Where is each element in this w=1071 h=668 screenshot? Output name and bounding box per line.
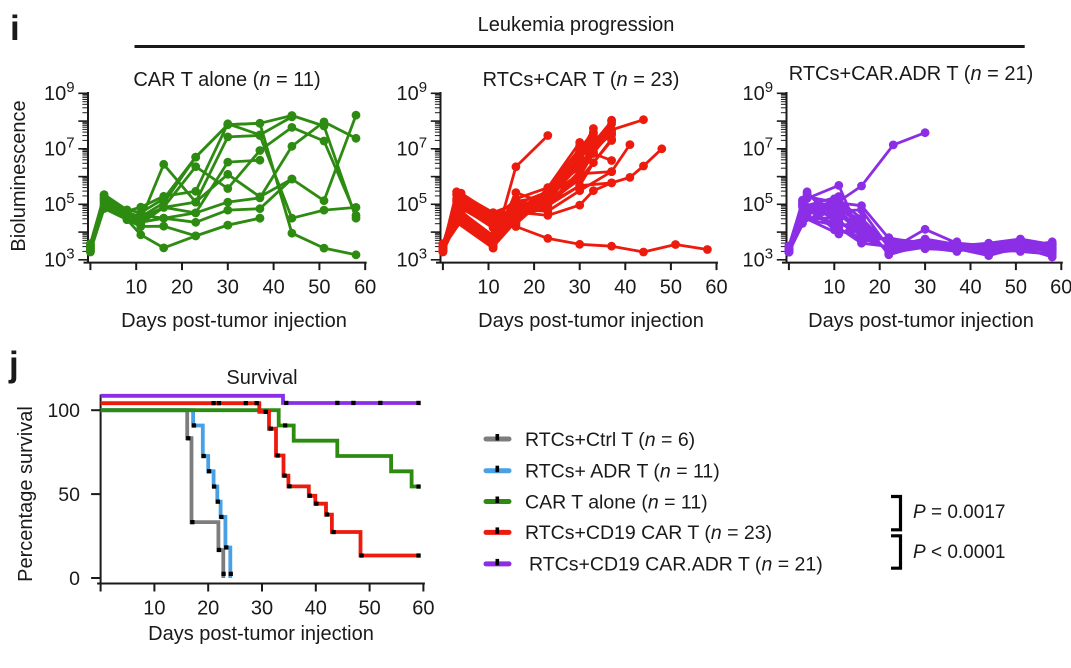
svg-text:Leukemia progression: Leukemia progression	[478, 14, 675, 36]
svg-text:RTCs+ ADR T (n = 11): RTCs+ ADR T (n = 11)	[525, 461, 720, 483]
svg-text:10: 10	[143, 598, 165, 620]
svg-text:50: 50	[1005, 277, 1027, 299]
svg-text:30: 30	[569, 277, 591, 299]
svg-text:RTCs+CD19 CAR.ADR T (n = 21): RTCs+CD19 CAR.ADR T (n = 21)	[529, 554, 823, 576]
svg-text:RTCs+CD19 CAR T (n = 23): RTCs+CD19 CAR T (n = 23)	[525, 522, 772, 544]
svg-text:Bioluminescence: Bioluminescence	[8, 100, 30, 251]
svg-text:50: 50	[660, 277, 682, 299]
svg-text:0: 0	[69, 568, 80, 590]
svg-text:60: 60	[1050, 277, 1071, 299]
svg-text:CAR T alone (n = 11): CAR T alone (n = 11)	[133, 69, 320, 91]
svg-text:40: 40	[262, 277, 284, 299]
svg-text:20: 20	[171, 277, 193, 299]
svg-text:20: 20	[523, 277, 545, 299]
svg-text:50: 50	[358, 598, 380, 620]
svg-text:40: 40	[305, 598, 327, 620]
svg-text:P = 0.0017: P = 0.0017	[913, 502, 1005, 523]
svg-text:j: j	[8, 345, 19, 384]
svg-text:Days post-tumor injection: Days post-tumor injection	[808, 310, 1034, 332]
svg-text:100: 100	[47, 400, 80, 422]
svg-text:Days post-tumor injection: Days post-tumor injection	[121, 310, 347, 332]
svg-text:60: 60	[354, 277, 376, 299]
svg-text:20: 20	[197, 598, 219, 620]
svg-text:40: 40	[959, 277, 981, 299]
svg-text:10: 10	[477, 277, 499, 299]
svg-text:RTCs+CAR.ADR T (n = 21): RTCs+CAR.ADR T (n = 21)	[789, 63, 1034, 85]
svg-text:107: 107	[397, 134, 428, 160]
svg-text:i: i	[10, 9, 20, 48]
svg-text:Days post-tumor injection: Days post-tumor injection	[478, 310, 704, 332]
svg-text:Days post-tumor injection: Days post-tumor injection	[148, 623, 374, 645]
svg-text:Survival: Survival	[226, 367, 297, 389]
svg-text:40: 40	[614, 277, 636, 299]
svg-text:60: 60	[412, 598, 434, 620]
svg-text:CAR T alone (n = 11): CAR T alone (n = 11)	[525, 491, 708, 513]
svg-text:30: 30	[217, 277, 239, 299]
svg-text:Percentage survival: Percentage survival	[15, 406, 37, 582]
svg-text:10: 10	[823, 277, 845, 299]
svg-text:30: 30	[251, 598, 273, 620]
svg-text:20: 20	[869, 277, 891, 299]
svg-text:P < 0.0001: P < 0.0001	[913, 542, 1005, 563]
svg-text:50: 50	[58, 484, 80, 506]
svg-text:60: 60	[705, 277, 727, 299]
svg-text:RTCs+Ctrl T (n = 6): RTCs+Ctrl T (n = 6)	[525, 429, 695, 451]
svg-text:10: 10	[125, 277, 147, 299]
svg-text:107: 107	[743, 134, 774, 160]
svg-text:RTCs+CAR T (n = 23): RTCs+CAR T (n = 23)	[483, 69, 680, 91]
svg-text:105: 105	[44, 190, 75, 216]
svg-text:30: 30	[914, 277, 936, 299]
svg-text:50: 50	[308, 277, 330, 299]
